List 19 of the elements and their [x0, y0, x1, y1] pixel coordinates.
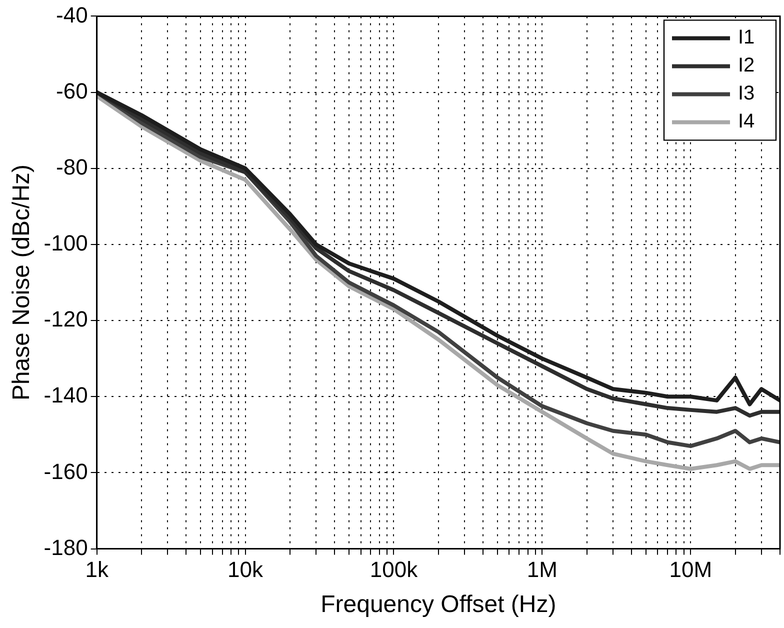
y-axis-title: Phase Noise (dBc/Hz) — [8, 164, 36, 401]
y-tick-label: -160 — [44, 458, 88, 484]
legend-label: I1 — [738, 26, 755, 49]
x-tick-label: 1k — [85, 557, 110, 582]
y-tick-label: -60 — [56, 78, 88, 104]
y-tick-label: -140 — [44, 382, 88, 408]
y-tick-label: -100 — [44, 230, 88, 256]
y-tick-label: -80 — [56, 154, 88, 180]
y-tick-label: -120 — [44, 306, 88, 332]
x-tick-label: 100k — [370, 557, 419, 582]
x-tick-label: 10k — [228, 557, 264, 582]
x-tick-label: 10M — [669, 557, 712, 582]
legend-label: I4 — [738, 110, 755, 133]
legend-label: I2 — [738, 54, 755, 77]
legend-label: I3 — [738, 82, 755, 105]
y-tick-label: -40 — [56, 2, 88, 28]
x-tick-label: 1M — [526, 557, 558, 582]
x-axis-title: Frequency Offset (Hz) — [320, 591, 556, 618]
y-tick-label: -180 — [44, 534, 88, 560]
